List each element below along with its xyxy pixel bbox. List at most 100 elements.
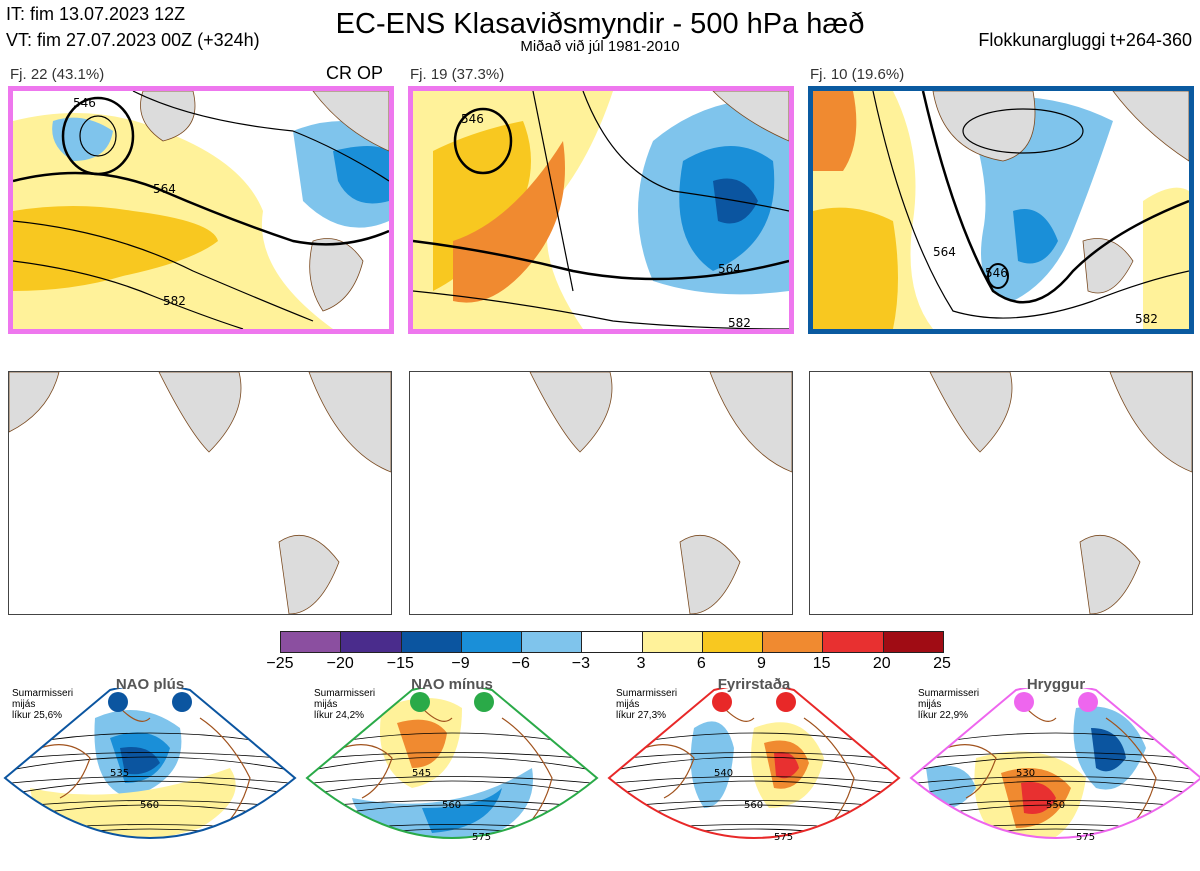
page-subtitle: Miðað við júl 1981-2010: [520, 38, 680, 55]
cluster-2-map[interactable]: 546 564 582: [408, 86, 794, 334]
colorbar-segment: [582, 632, 643, 652]
colorbar-segment: [461, 632, 523, 652]
cluster-3-label: Fj. 10 (19.6%): [810, 66, 905, 83]
cluster-1-map[interactable]: 546 564 582: [8, 86, 394, 334]
colorbar-tick: 15: [812, 655, 831, 672]
height-contour: [5, 780, 295, 797]
cluster-3-contour-546: 546: [985, 266, 1008, 280]
regime-info-line: líkur 22,9%: [918, 710, 969, 721]
regime-map: 535 560: [3, 688, 297, 839]
coastline: [119, 707, 151, 722]
regime-info-line: líkur 27,3%: [616, 710, 667, 721]
height-contour: [911, 780, 1200, 797]
regime-contour-label: 575: [472, 832, 491, 843]
regime-outline: [305, 688, 599, 839]
colorbar-tick: 9: [757, 655, 766, 672]
coastline: [945, 744, 997, 799]
anomaly-area: [422, 788, 502, 833]
cluster-1-contour-564: 564: [153, 182, 176, 196]
regime-info-line: líkur 25,6%: [12, 710, 63, 721]
regime-info-line: líkur 24,2%: [314, 710, 365, 721]
regime-map: 540 560 575: [607, 688, 901, 843]
anomaly-area: [397, 719, 447, 768]
empty-map-2: [409, 371, 793, 615]
regime-marker-dot: [1078, 692, 1098, 712]
initial-time: IT: fim 13.07.2023 12Z: [6, 4, 186, 24]
colorbar-tick: 6: [696, 655, 706, 672]
colorbar: [280, 631, 944, 653]
regime-info-line: mijás: [616, 699, 640, 710]
regime-contour-label: 575: [774, 832, 793, 843]
coastline: [643, 744, 695, 799]
regime-info: Sumarmisseri mijás líkur 22,9%: [918, 688, 979, 721]
height-contour: [307, 752, 597, 761]
coastline: [1025, 707, 1057, 722]
regime-outline: [3, 688, 297, 839]
cluster-3-contour-582: 582: [1135, 312, 1158, 326]
height-contour: [609, 780, 899, 797]
cluster-2-contour-582: 582: [728, 316, 751, 329]
regime-marker-dot: [712, 692, 732, 712]
regime-name: Hryggur: [1026, 676, 1086, 693]
regime-marker-dot: [776, 692, 796, 712]
regime-name: Fyrirstaða: [717, 676, 791, 693]
regime-marker-dot: [1014, 692, 1034, 712]
coastline: [723, 707, 755, 722]
colorbar-segment: [763, 632, 824, 652]
regime-contour-label: 540: [714, 768, 733, 779]
regime-marker-dot: [172, 692, 192, 712]
regime-info-line: mijás: [12, 699, 36, 710]
regime-contour-label: 560: [140, 800, 159, 811]
regime-info: Sumarmisseri mijás líkur 25,6%: [12, 688, 73, 721]
regime-contour-label: 535: [110, 768, 129, 779]
empty-map-1: [8, 371, 392, 615]
height-contour: [911, 752, 1200, 761]
regime-contour-label: 545: [412, 768, 431, 779]
coastline: [39, 744, 91, 799]
colorbar-tick: −3: [571, 655, 591, 672]
regime-name: NAO plús: [115, 676, 185, 693]
cluster-1-label: Fj. 22 (43.1%): [10, 66, 105, 83]
coastline: [341, 744, 393, 799]
regime-info-line: Sumarmisseri: [12, 688, 74, 699]
regime-contour-label: 530: [1016, 768, 1035, 779]
colorbar-tick: −9: [451, 655, 470, 672]
height-contour: [307, 756, 597, 773]
regime-info-line: mijás: [918, 699, 942, 710]
height-contour: [911, 756, 1200, 773]
classification-window: Flokkunargluggi t+264-360: [978, 30, 1192, 50]
anomaly-area: [1021, 782, 1056, 814]
regime-contour-label: 560: [744, 800, 763, 811]
anomaly-area: [690, 721, 734, 808]
colorbar-tick: −20: [326, 655, 354, 672]
regime-info-line: Sumarmisseri: [918, 688, 980, 699]
colorbar-segment: [823, 632, 884, 652]
colorbar-tick: −6: [511, 655, 530, 672]
cluster-2-contour-546: 546: [461, 112, 484, 126]
regime-outline: [909, 688, 1200, 839]
page-title: EC-ENS Klasaviðsmyndir - 500 hPa hæð: [335, 8, 865, 40]
regime-info: Sumarmisseri mijás líkur 27,3%: [616, 688, 677, 721]
height-contour: [307, 780, 597, 797]
height-contour: [5, 756, 295, 773]
cluster-1-contour-582: 582: [163, 294, 186, 308]
regime-contour-label: 550: [1046, 800, 1065, 811]
regime-info-line: mijás: [314, 699, 338, 710]
regime-info-line: Sumarmisseri: [616, 688, 678, 699]
anomaly-area: [774, 752, 799, 779]
height-contour: [307, 776, 597, 785]
cluster-3-contour-564: 564: [933, 245, 956, 259]
regime-name: NAO mínus: [411, 676, 493, 693]
cluster-1-tag: CR OP: [326, 63, 384, 83]
regime-info-line: Sumarmisseri: [314, 688, 376, 699]
height-contour: [5, 776, 295, 785]
cluster-2-label: Fj. 19 (37.3%): [410, 66, 505, 83]
colorbar-segment: [401, 632, 462, 652]
colorbar-segment: [702, 632, 764, 652]
colorbar-tick: −15: [386, 655, 414, 672]
regime-marker-dot: [474, 692, 494, 712]
anomaly-area: [926, 765, 976, 808]
height-contour: [609, 752, 899, 761]
cluster-3-map[interactable]: 546 564 582: [808, 86, 1194, 334]
anomaly-area: [1091, 728, 1126, 772]
